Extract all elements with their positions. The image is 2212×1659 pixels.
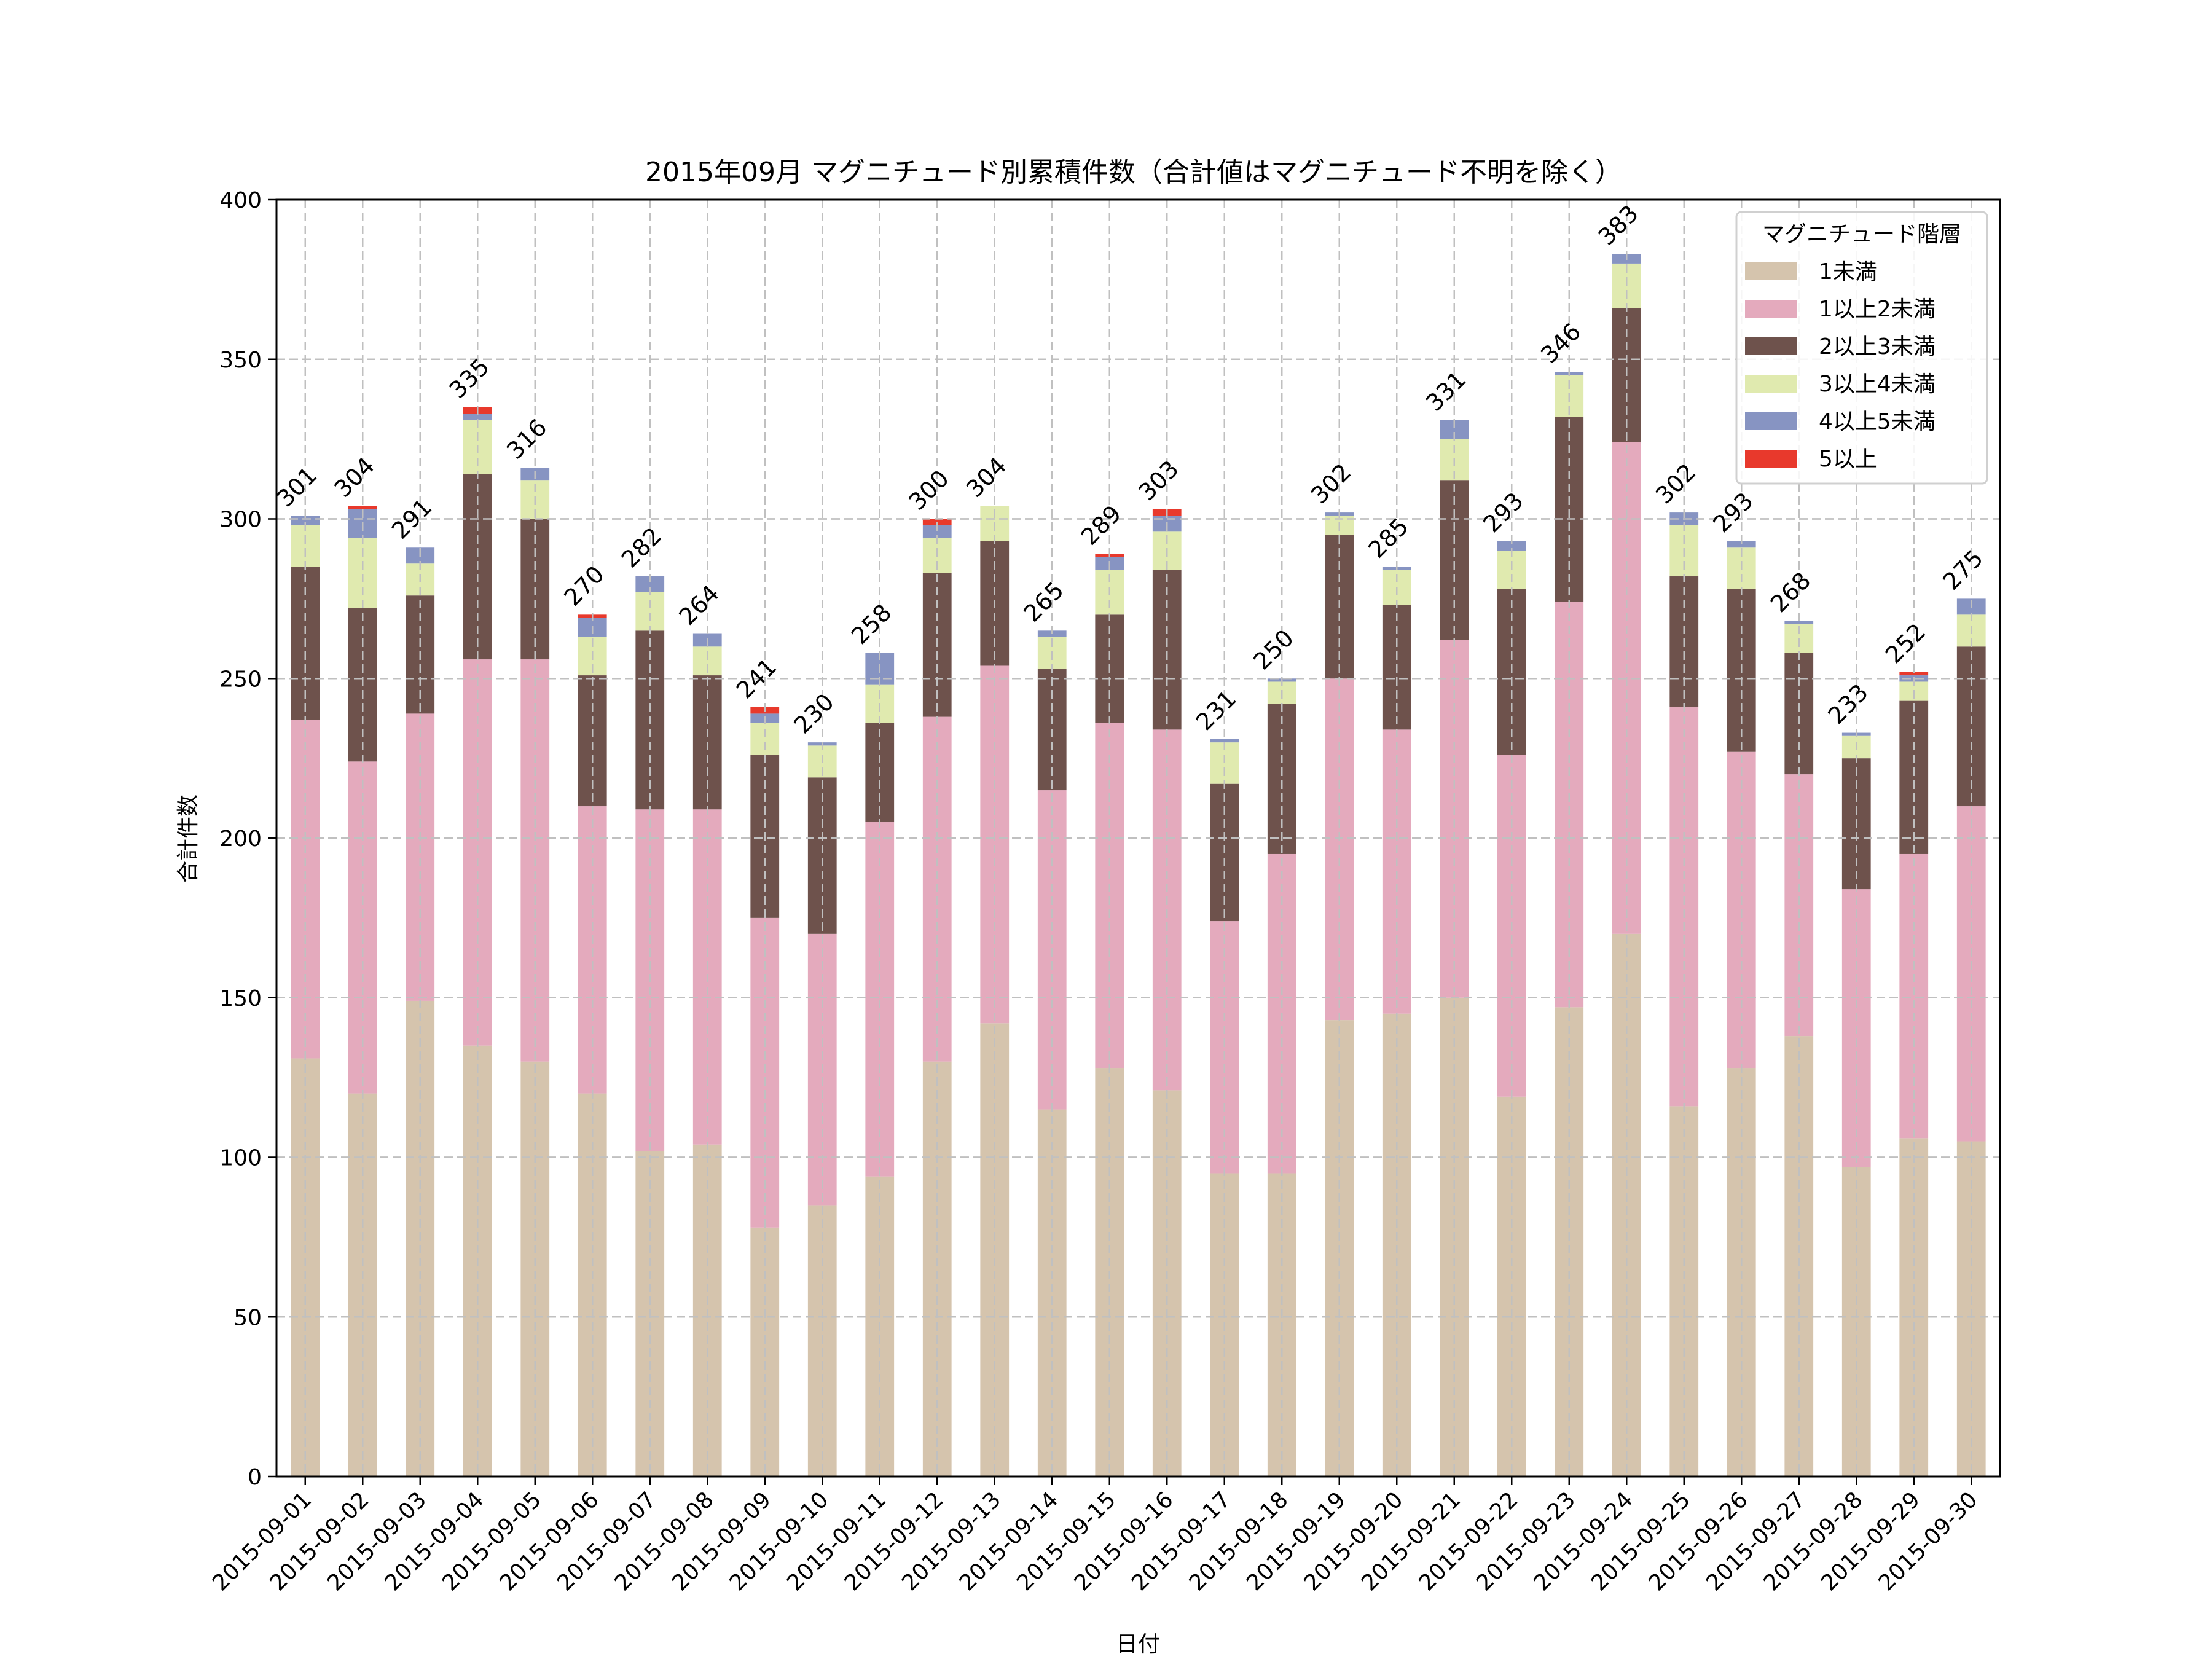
bar-segment: [1841, 1167, 1871, 1477]
y-axis: 0 50 100 150 200 250 300 350 400: [219, 188, 276, 1490]
total-label: 230: [789, 688, 839, 739]
bar-stack: [1612, 254, 1641, 1477]
total-label: 241: [731, 653, 782, 704]
bar-stack: [1899, 672, 1929, 1477]
x-axis: 2015-09-012015-09-022015-09-032015-09-04…: [208, 1477, 1983, 1596]
bar-segment: [1612, 933, 1641, 1477]
total-label: 264: [674, 579, 724, 630]
bar-segment: [1037, 1109, 1067, 1477]
total-label: 302: [1650, 458, 1701, 509]
y-tick-label: 350: [219, 348, 262, 373]
total-label: 335: [444, 353, 495, 404]
legend-swatch: [1745, 337, 1797, 355]
bar-segment: [1956, 646, 1986, 807]
total-label: 331: [1421, 366, 1471, 416]
bar-segment: [1210, 739, 1239, 743]
legend-label: 2以上3未満: [1819, 334, 1936, 359]
total-label: 282: [616, 522, 667, 573]
bar-segment: [291, 525, 320, 567]
bar-segment: [463, 414, 492, 420]
total-label: 289: [1076, 500, 1126, 551]
legend-swatch: [1745, 262, 1797, 280]
legend-swatch: [1745, 375, 1797, 393]
bar-stack: [1037, 630, 1067, 1477]
y-tick-label: 300: [219, 508, 262, 533]
total-label: 302: [1306, 458, 1356, 509]
bar-segment: [1784, 1036, 1814, 1477]
bar-segment: [1267, 704, 1296, 854]
total-label: 268: [1765, 567, 1816, 618]
bar-segment: [1784, 653, 1814, 775]
bar-segment: [1497, 541, 1526, 551]
bar-segment: [635, 592, 665, 631]
legend-title: マグニチュード階層: [1762, 222, 1961, 247]
total-label: 346: [1535, 318, 1586, 368]
legend-label: 4以上5未満: [1819, 409, 1936, 434]
bar-segment: [807, 777, 837, 934]
legend-label: 5以上: [1819, 447, 1877, 472]
total-label: 383: [1593, 200, 1644, 250]
bar-segment: [1784, 621, 1814, 624]
total-label: 233: [1823, 679, 1873, 729]
legend-label: 3以上4未満: [1819, 372, 1936, 397]
bar-segment: [1899, 672, 1929, 676]
total-label: 304: [329, 452, 380, 503]
bar-stack: [1784, 621, 1814, 1477]
y-tick-label: 0: [248, 1465, 262, 1490]
total-label: 285: [1363, 512, 1414, 563]
chart-title: 2015年09月 マグニチュード別累積件数（合計値はマグニチュード不明を除く）: [645, 157, 1622, 188]
bar-segment: [348, 506, 377, 509]
total-label: 275: [1938, 544, 1988, 595]
legend-swatch: [1745, 450, 1797, 468]
total-label: 304: [961, 452, 1011, 503]
legend-swatch: [1745, 412, 1797, 430]
y-axis-label: 合計件数: [176, 794, 201, 883]
legend-label: 1未満: [1819, 259, 1877, 284]
bar-stack: [1555, 372, 1584, 1477]
y-tick-label: 400: [219, 188, 262, 213]
total-label: 316: [501, 414, 552, 464]
bar-segment: [922, 519, 952, 525]
x-tick-label: 2015-09-01: [208, 1487, 316, 1596]
bar-segment: [922, 525, 952, 538]
y-tick-label: 200: [219, 826, 262, 852]
y-tick-label: 100: [219, 1146, 262, 1171]
total-label: 250: [1249, 624, 1299, 675]
total-label: 301: [272, 461, 322, 512]
total-label: 252: [1880, 618, 1931, 669]
x-axis-label: 日付: [1116, 1632, 1160, 1657]
bar-segment: [1555, 602, 1584, 1008]
total-label: 300: [904, 465, 954, 515]
y-tick-label: 250: [219, 667, 262, 692]
bar-segment: [291, 516, 320, 525]
total-label: 270: [559, 560, 610, 611]
y-tick-label: 50: [233, 1305, 262, 1330]
bar-segment: [1727, 541, 1756, 548]
total-label: 291: [386, 493, 437, 544]
legend-label: 1以上2未満: [1819, 297, 1936, 322]
y-tick-label: 150: [219, 986, 262, 1011]
legend-box: [1735, 211, 1988, 485]
bar-stack: [1152, 509, 1182, 1477]
total-label: 258: [846, 599, 896, 649]
bar-segment: [1899, 700, 1929, 854]
legend: マグニチュード階層 1未満 1以上2未満 2以上3未満 3以上4未満 4以上5未満 5以上: [1735, 211, 1988, 485]
total-label: 303: [1134, 455, 1184, 506]
legend-swatch: [1745, 300, 1797, 318]
total-label: 265: [1019, 576, 1069, 627]
total-label: 293: [1708, 487, 1759, 538]
bar-segment: [750, 723, 780, 755]
total-label: 293: [1478, 487, 1529, 538]
bar-segment: [1497, 551, 1526, 589]
total-label: 231: [1191, 685, 1241, 735]
